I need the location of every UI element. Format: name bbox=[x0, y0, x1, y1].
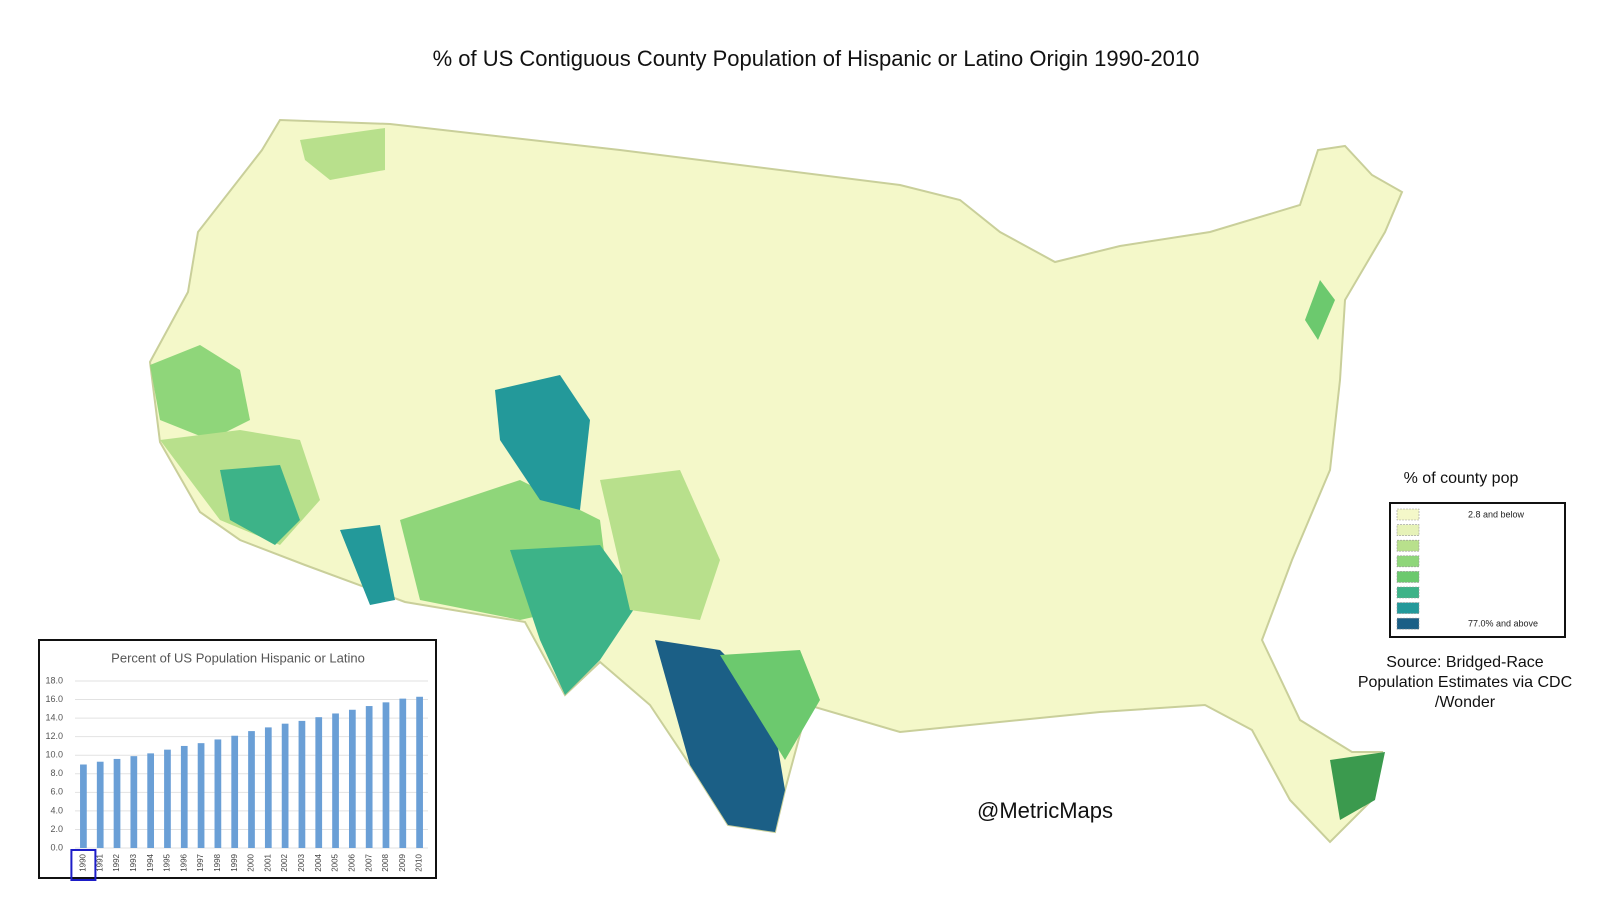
x-tick-label: 1991 bbox=[95, 853, 104, 871]
bar bbox=[399, 698, 407, 848]
bar bbox=[197, 743, 205, 848]
x-tick-label: 1995 bbox=[163, 853, 172, 871]
legend-swatch bbox=[1396, 602, 1420, 614]
highlight-box bbox=[70, 849, 97, 881]
bar bbox=[96, 761, 104, 848]
x-tick-label: 1990 bbox=[79, 853, 88, 871]
credit: @MetricMaps bbox=[977, 798, 1113, 823]
bar bbox=[416, 696, 423, 848]
bar bbox=[248, 731, 255, 848]
region-west-tx bbox=[510, 545, 640, 695]
y-tick-label: 16.0 bbox=[45, 694, 63, 704]
map bbox=[148, 118, 1404, 844]
region-colorado bbox=[495, 375, 590, 510]
bar bbox=[348, 709, 356, 848]
legend-swatch bbox=[1396, 539, 1420, 552]
region-tx-coast bbox=[720, 650, 820, 760]
legend: 2.8 and below 77.0% and above bbox=[1396, 508, 1538, 630]
x-tick-label: 1994 bbox=[146, 853, 155, 871]
y-tick-label: 14.0 bbox=[45, 712, 63, 722]
y-tick-label: 4.0 bbox=[50, 805, 63, 815]
legend-label: 2.8 and below bbox=[1468, 509, 1525, 519]
x-tick-label: 2003 bbox=[297, 853, 306, 871]
bar bbox=[298, 720, 306, 848]
source: Source: Bridged-Race Population Estimates… bbox=[1358, 654, 1572, 711]
legend-label: 77.0% and above bbox=[1468, 619, 1538, 629]
legend-swatch bbox=[1396, 586, 1420, 599]
x-tick-label: 2006 bbox=[347, 853, 356, 871]
source-line: Population Estimates via CDC bbox=[1358, 674, 1572, 691]
x-tick-label: 1998 bbox=[213, 853, 222, 871]
region-miami bbox=[1330, 752, 1385, 820]
x-tick-label: 1999 bbox=[230, 853, 239, 871]
y-tick-label: 8.0 bbox=[50, 768, 63, 778]
x-tick-label: 1993 bbox=[129, 853, 138, 871]
x-tick-label: 2007 bbox=[364, 853, 373, 871]
x-tick-label: 2000 bbox=[247, 853, 256, 871]
x-tick-label: 2009 bbox=[398, 853, 407, 871]
y-tick-label: 0.0 bbox=[50, 842, 63, 852]
region-california bbox=[150, 345, 250, 440]
legend-swatch bbox=[1396, 571, 1420, 583]
bar bbox=[80, 764, 87, 848]
y-tick-label: 18.0 bbox=[45, 675, 63, 685]
x-tick-label: 1992 bbox=[112, 853, 121, 871]
bar bbox=[365, 706, 373, 848]
legend-title: % of county pop bbox=[1404, 470, 1519, 487]
bar bbox=[264, 727, 272, 848]
legend-swatch bbox=[1396, 508, 1420, 521]
x-tick-label: 1997 bbox=[196, 853, 205, 871]
bar bbox=[147, 753, 155, 848]
x-tick-label: 2005 bbox=[331, 853, 340, 871]
y-tick-label: 10.0 bbox=[45, 750, 63, 760]
source-line: /Wonder bbox=[1435, 694, 1496, 711]
bar bbox=[214, 739, 222, 848]
map-title: % of US Contiguous County Population of … bbox=[433, 46, 1200, 71]
bar bbox=[315, 717, 323, 848]
y-tick-label: 2.0 bbox=[50, 824, 63, 834]
region-la bbox=[220, 465, 300, 545]
x-tick-label: 2001 bbox=[263, 853, 272, 871]
bar bbox=[180, 745, 188, 848]
legend-box bbox=[1389, 502, 1566, 638]
region-nyc bbox=[1305, 280, 1335, 340]
x-tick-label: 2008 bbox=[381, 853, 390, 871]
x-tick-label: 2002 bbox=[280, 853, 289, 871]
bar bbox=[164, 749, 171, 848]
region-az bbox=[340, 525, 395, 605]
region-tx-panhandle bbox=[600, 470, 720, 620]
legend-swatch bbox=[1396, 555, 1420, 568]
y-tick-label: 12.0 bbox=[45, 731, 63, 741]
bar bbox=[130, 756, 138, 848]
bar bbox=[231, 735, 239, 848]
bar bbox=[281, 723, 289, 848]
inset-chart: 0.0 2.0 4.0 6.0 8.0 10.0 12.0 14.0 16.0 18.0 1990 1… bbox=[45, 675, 428, 881]
bar bbox=[113, 758, 121, 848]
x-tick-label: 2004 bbox=[314, 853, 323, 871]
region-wa bbox=[300, 128, 385, 180]
legend-swatch bbox=[1396, 524, 1420, 536]
bar bbox=[382, 702, 390, 848]
x-tick-label: 1996 bbox=[179, 853, 188, 871]
legend-swatch bbox=[1396, 617, 1420, 630]
inset-title: Percent of US Population Hispanic or Lat… bbox=[111, 650, 365, 665]
y-tick-label: 6.0 bbox=[50, 787, 63, 797]
x-tick-label: 2010 bbox=[415, 853, 424, 871]
bar bbox=[332, 713, 339, 848]
source-line: Source: Bridged-Race bbox=[1386, 654, 1544, 671]
